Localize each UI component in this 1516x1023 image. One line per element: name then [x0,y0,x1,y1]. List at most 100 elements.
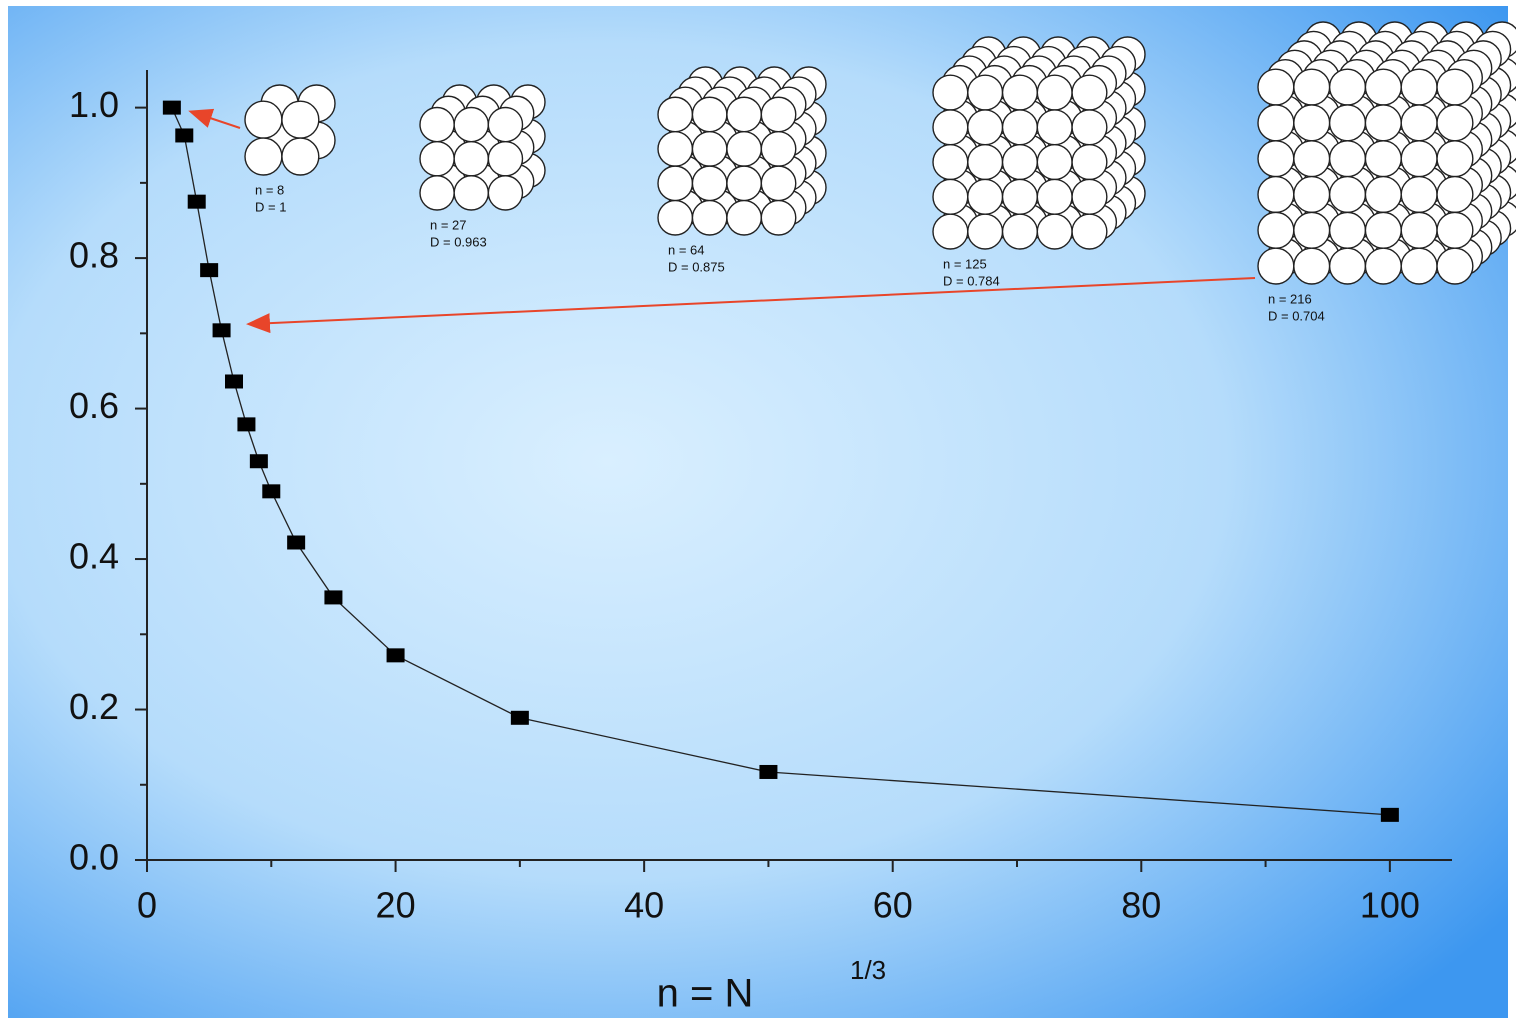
point [262,484,280,498]
point [175,128,193,142]
point [759,765,777,779]
x-axis-label-sup: 1/3 [850,955,886,985]
sphere [454,142,488,176]
sphere [761,132,795,166]
sphere [1294,69,1330,105]
sphere [727,97,761,131]
sphere [420,108,454,142]
sphere [1437,177,1473,213]
sphere [1037,145,1072,180]
sphere [1401,177,1437,213]
sphere [1294,177,1330,213]
sphere [658,97,692,131]
sphere [1365,141,1401,177]
sphere [968,110,1003,145]
sphere [1258,141,1294,177]
sphere [1401,105,1437,141]
point [200,263,218,277]
x-tick-label: 80 [1121,885,1161,926]
sphere [968,145,1003,180]
point [511,711,529,725]
sphere [692,132,726,166]
sphere [1258,69,1294,105]
sphere [1401,69,1437,105]
x-tick-label: 60 [873,885,913,926]
sphere [933,110,968,145]
cube-label: n = 8 [255,182,284,197]
sphere [933,214,968,249]
sphere [1003,145,1038,180]
sphere [1003,179,1038,214]
x-tick-label: 40 [624,885,664,926]
sphere [692,201,726,235]
cube-label: n = 125 [943,256,987,271]
y-tick-label: 0.2 [69,686,119,727]
x-tick-label: 0 [137,885,157,926]
sphere [1294,212,1330,248]
sphere [282,138,319,175]
chart: n = 8D = 1n = 27D = 0.963n = 64D = 0.875… [0,0,1516,1023]
sphere [658,166,692,200]
cube-label: D = 0.704 [1268,308,1325,323]
sphere [1072,75,1107,110]
sphere [1365,105,1401,141]
x-tick-label: 20 [376,885,416,926]
sphere [1437,212,1473,248]
cube-label: n = 64 [668,242,705,257]
sphere [1401,248,1437,284]
y-tick-label: 0.6 [69,385,119,426]
sphere [1365,248,1401,284]
sphere [488,108,522,142]
sphere [1072,110,1107,145]
sphere [1437,248,1473,284]
point [287,535,305,549]
sphere [727,201,761,235]
sphere [658,201,692,235]
sphere [727,166,761,200]
sphere [933,179,968,214]
sphere [1037,110,1072,145]
sphere [420,176,454,210]
cube-label: n = 27 [430,217,467,232]
sphere [282,101,319,138]
y-tick-label: 1.0 [69,84,119,125]
sphere [1037,179,1072,214]
sphere [1003,110,1038,145]
sphere [1072,145,1107,180]
sphere [1072,214,1107,249]
sphere [420,142,454,176]
point [213,323,231,337]
x-axis-label: n = N [657,972,754,1016]
sphere [1258,177,1294,213]
sphere [933,75,968,110]
sphere [1437,105,1473,141]
point [225,374,243,388]
sphere [488,176,522,210]
sphere [1294,141,1330,177]
point [237,417,255,431]
sphere [692,97,726,131]
y-tick-label: 0.8 [69,235,119,276]
sphere [1365,177,1401,213]
sphere [245,101,282,138]
cube-label: D = 0.784 [943,273,1000,288]
sphere [1330,248,1366,284]
sphere [1258,212,1294,248]
sphere [1330,212,1366,248]
sphere [1401,141,1437,177]
sphere [1365,69,1401,105]
sphere [1294,248,1330,284]
sphere [761,166,795,200]
point [1381,808,1399,822]
sphere [245,138,282,175]
sphere [1437,69,1473,105]
point [250,454,268,468]
sphere [761,97,795,131]
point [324,590,342,604]
sphere [1330,69,1366,105]
sphere [488,142,522,176]
y-tick-label: 0.4 [69,536,119,577]
point [163,101,181,115]
sphere [968,179,1003,214]
sphere [1072,179,1107,214]
